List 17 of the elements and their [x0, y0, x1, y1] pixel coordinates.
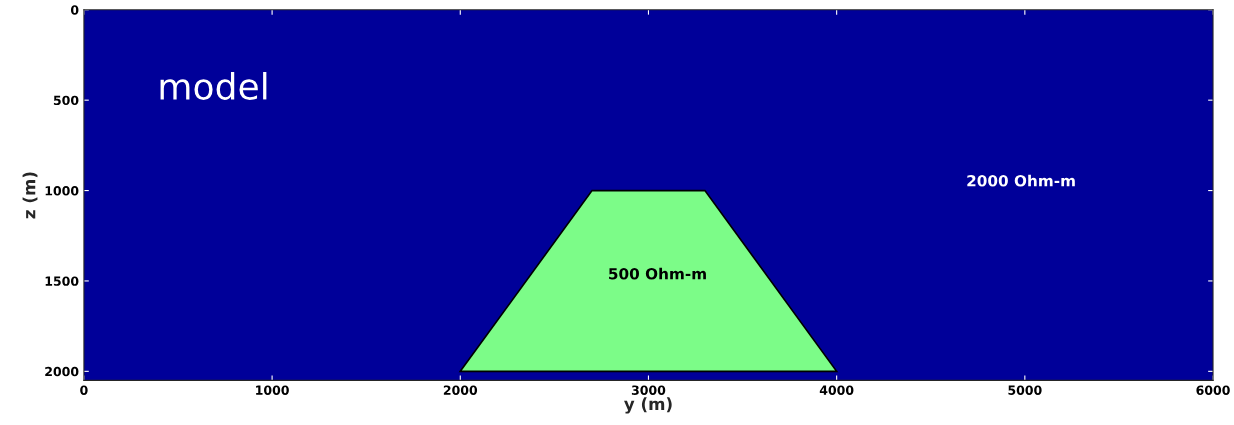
x-tick-label: 1000 — [256, 385, 289, 395]
annotation: 500 Ohm-m — [609, 267, 706, 280]
x-tick-label: 6000 — [1196, 385, 1230, 395]
x-tick-label: 3000 — [631, 385, 666, 395]
x-tick-label: 5000 — [1008, 385, 1042, 395]
y-tick-label: 1000 — [45, 186, 79, 196]
x-tick-label: 4000 — [819, 385, 854, 395]
annotation: model — [160, 71, 267, 100]
y-tick-label: 2000 — [45, 366, 79, 377]
y-tick-label: 1500 — [45, 276, 79, 286]
annotation: 2000 Ohm-m — [967, 174, 1075, 187]
x-tick-label: 0 — [80, 385, 88, 395]
x-tick-label: 2000 — [443, 385, 478, 395]
x-axis-title: y (m) — [624, 397, 672, 414]
y-tick-label: 500 — [53, 95, 79, 106]
y-tick-label: 0 — [70, 5, 79, 15]
y-axis-title: z (m) — [22, 172, 38, 219]
